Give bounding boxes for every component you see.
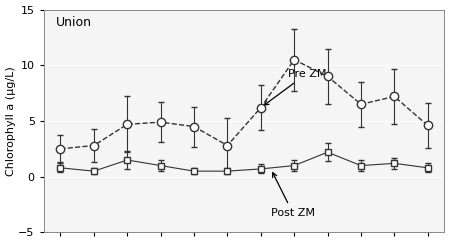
Y-axis label: Chlorophyll a (μg/L): Chlorophyll a (μg/L) [5,66,16,176]
Text: Pre ZM: Pre ZM [264,69,326,105]
Text: Post ZM: Post ZM [271,173,315,218]
Text: Union: Union [56,16,92,29]
